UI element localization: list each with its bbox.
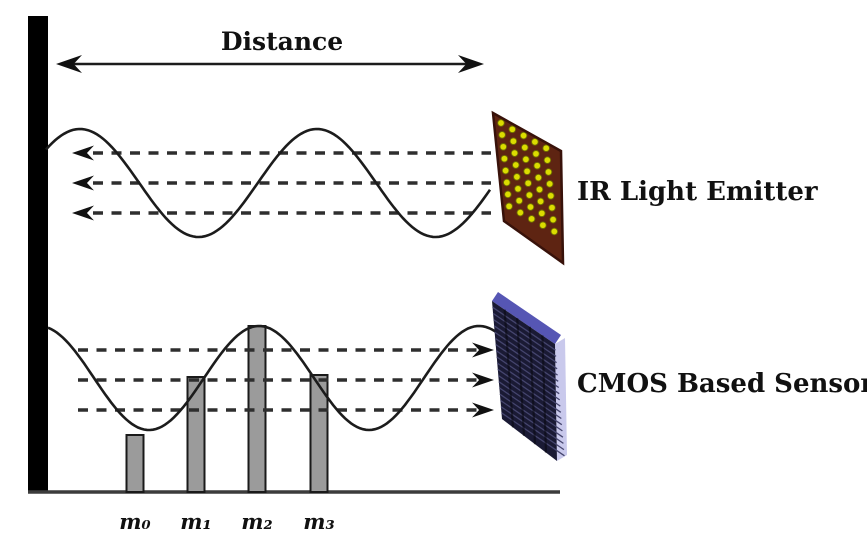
distance-label: Distance xyxy=(221,27,343,56)
sensor-row-line xyxy=(496,362,561,407)
led-dot xyxy=(519,131,528,140)
sensor-row-line xyxy=(495,343,560,389)
emitted-ray-arrows xyxy=(72,145,491,221)
emitted-ray-arrowhead-0 xyxy=(72,145,94,161)
led-dot xyxy=(533,161,541,170)
cmos-sensor-panel xyxy=(492,292,567,461)
led-dot xyxy=(516,208,525,217)
led-dot xyxy=(509,137,518,145)
ir-emitter-label: IR Light Emitter xyxy=(577,177,818,207)
received-ray-arrowhead-2 xyxy=(472,402,494,418)
measurement-label-m0: m₀ xyxy=(119,509,150,534)
led-dot xyxy=(523,167,531,176)
ir-emitter-panel xyxy=(491,110,565,266)
led-dot xyxy=(508,125,517,134)
sensor-row-line xyxy=(493,325,558,370)
led-dot xyxy=(526,203,535,211)
led-dot xyxy=(548,203,556,212)
received-ray-arrowhead-1 xyxy=(472,372,494,388)
led-dot xyxy=(550,227,559,236)
led-dot xyxy=(545,180,554,188)
sensor-column-divider xyxy=(541,335,548,453)
led-dot xyxy=(527,215,536,223)
led-dot xyxy=(534,173,543,182)
led-dot xyxy=(539,221,547,229)
measurement-bar-m3 xyxy=(309,374,329,493)
led-dot xyxy=(549,215,557,224)
led-dot xyxy=(538,209,546,218)
led-dot xyxy=(515,196,523,205)
received-ray-arrows xyxy=(78,342,494,418)
led-dot xyxy=(499,143,508,151)
led-dot xyxy=(525,191,534,199)
emitted-ray-arrowhead-2 xyxy=(72,205,94,221)
sensor-row-line xyxy=(492,312,557,357)
received-ray-arrowhead-0 xyxy=(472,342,494,358)
led-dot xyxy=(544,168,553,176)
led-dot xyxy=(522,155,530,164)
sensor-row-line xyxy=(495,350,560,395)
led-dot xyxy=(497,119,505,127)
led-dot xyxy=(535,185,544,194)
sensor-row-line xyxy=(496,356,561,401)
led-dot xyxy=(524,179,532,187)
measurement-bar-m0 xyxy=(125,434,145,493)
cmos-sensor-pixel-rows xyxy=(492,306,565,457)
sensor-row-line xyxy=(492,306,556,351)
led-dot xyxy=(542,144,550,152)
sensor-row-line xyxy=(493,319,557,364)
sensor-column-divider xyxy=(528,326,537,445)
distance-arrow xyxy=(56,55,484,73)
emitted-ray-arrowhead-1 xyxy=(72,175,94,191)
led-dot xyxy=(536,197,545,206)
led-dot xyxy=(501,166,510,175)
led-dot xyxy=(504,190,512,199)
led-dot xyxy=(513,173,521,181)
measurement-labels: m₀ m₁ m₂ m₃ xyxy=(119,509,334,534)
led-dot xyxy=(543,156,552,164)
sensor-column-divider xyxy=(503,309,515,428)
measurement-bar-m1 xyxy=(186,376,206,493)
led-dot xyxy=(505,202,513,211)
led-dot xyxy=(500,154,509,163)
ir-emitter-outline xyxy=(491,110,565,266)
cmos-sensor-side-edge xyxy=(555,338,567,461)
sensor-row-line xyxy=(494,331,558,376)
ir-emitter-leds xyxy=(497,119,559,236)
led-dot xyxy=(498,131,506,139)
distance-arrowhead-right xyxy=(458,55,484,73)
led-dot xyxy=(531,138,539,146)
reflecting-wall xyxy=(28,16,48,492)
distance-arrowhead-left xyxy=(56,55,82,73)
sensor-column-divider xyxy=(516,318,526,436)
led-dot xyxy=(514,185,522,193)
sensor-row-line xyxy=(494,337,559,382)
measurement-label-m3: m₃ xyxy=(303,509,334,534)
received-wave xyxy=(47,324,499,432)
measurement-label-m2: m₂ xyxy=(241,509,272,534)
led-dot xyxy=(503,178,511,187)
led-dot xyxy=(510,149,519,157)
led-dot xyxy=(532,150,540,158)
led-dot xyxy=(512,161,520,169)
cmos-sensor-label: CMOS Based Sensor xyxy=(577,369,867,399)
led-dot xyxy=(547,192,555,200)
led-dot xyxy=(521,143,529,152)
emitted-wave xyxy=(45,127,492,239)
measurement-label-m1: m₁ xyxy=(180,509,211,534)
cmos-sensor-top-edge xyxy=(492,292,561,344)
